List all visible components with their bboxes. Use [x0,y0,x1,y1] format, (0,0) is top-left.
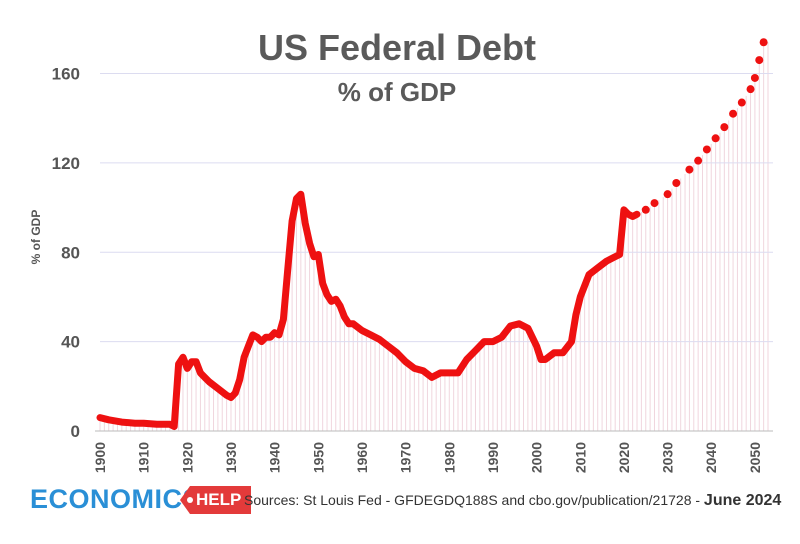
x-tick-label: 1900 [92,442,108,473]
brand-logo-text: ECONOMICS [30,484,202,514]
projection-point [702,145,711,154]
x-tick-label: 2050 [747,442,763,473]
x-tick-label: 1910 [136,442,152,473]
x-tick-label: 2000 [529,442,545,473]
gridlines [95,73,773,432]
projection-point [759,38,768,47]
projection-point [711,134,720,143]
x-tick-label: 1990 [485,442,501,473]
x-tick-labels: 1900 1910 1920 1930 1940 1950 1960 1970 1980 1990… [92,442,763,473]
x-tick-label: 1930 [223,442,239,473]
source-text: Sources: St Louis Fed - GFDEGDQ188S and … [244,492,704,508]
projection-point [663,190,672,199]
x-tick-label: 2040 [703,442,719,473]
debt-history-line [96,190,641,430]
projection-point [720,123,729,132]
x-tick-label: 1980 [441,442,457,473]
source-note: Sources: St Louis Fed - GFDEGDQ188S and … [244,492,781,510]
x-tick-label: 1950 [310,442,326,473]
projection-point [750,73,759,82]
x-tick-label: 1960 [354,442,370,473]
projection-point [729,109,738,118]
projection-point [672,178,681,187]
hatch-area [99,42,769,431]
x-tick-label: 2010 [572,442,588,473]
y-tick-label: 40 [61,333,80,352]
x-tick-label: 2020 [616,442,632,473]
brand-help-tag: HELP [180,486,252,514]
x-tick-label: 1940 [267,442,283,473]
footer: ECONOMICS HELP Sources: St Louis Fed - G… [0,484,800,520]
projection-point [650,199,659,208]
y-tick-labels: 0 40 80 120 160 [52,65,80,441]
projection-point [694,156,703,165]
projection-point [685,165,694,174]
y-tick-label: 120 [52,154,80,173]
x-tick-label: 2030 [660,442,676,473]
projection-point [746,85,755,94]
y-tick-label: 160 [52,65,80,84]
y-tick-label: 0 [71,422,80,441]
debt-chart: US Federal Debt % of GDP % of GDP 0 40 80 1… [29,27,773,473]
y-axis-label: % of GDP [29,210,43,265]
chart-title: US Federal Debt [258,27,536,68]
x-tick-label: 1970 [398,442,414,473]
source-date: June 2024 [703,492,782,509]
y-tick-label: 80 [61,243,80,262]
x-tick-label: 1920 [179,442,195,473]
series-layer [96,38,768,430]
projection-point [737,98,746,107]
projection-point [641,205,650,214]
chart-subtitle: % of GDP [338,77,456,107]
projection-point [755,56,764,65]
